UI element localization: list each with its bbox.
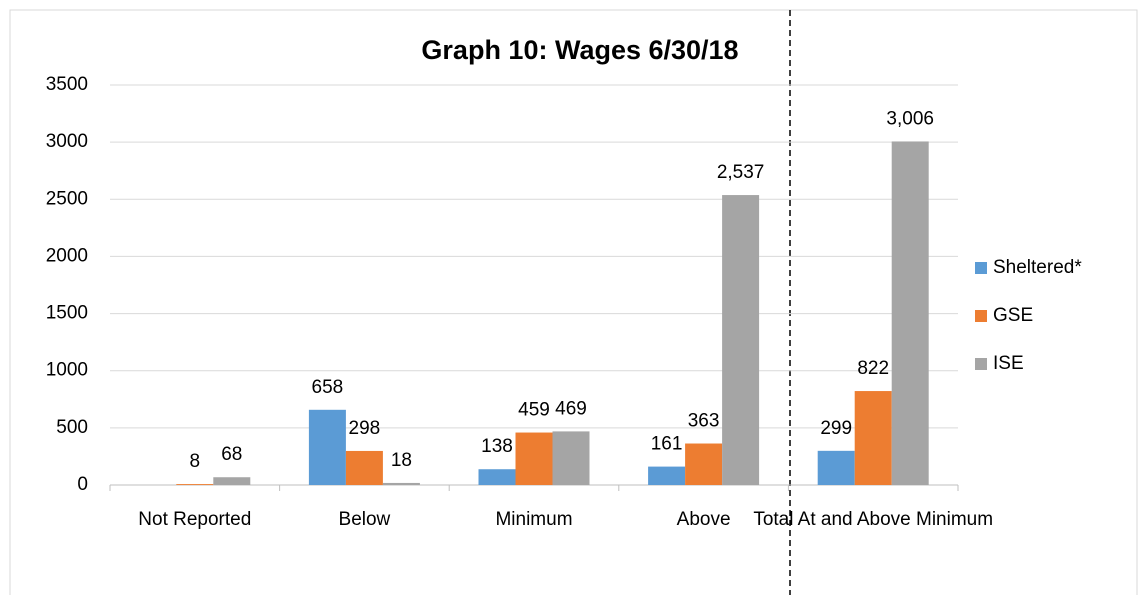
data-label: 2,537 bbox=[717, 162, 765, 183]
y-tick-label: 1500 bbox=[46, 303, 88, 324]
legend-label: ISE bbox=[993, 353, 1024, 374]
bar bbox=[213, 477, 251, 485]
legend-label: Sheltered* bbox=[993, 257, 1082, 278]
y-tick-label: 2500 bbox=[46, 188, 88, 209]
chart-title: Graph 10: Wages 6/30/18 bbox=[421, 35, 738, 65]
data-label: 18 bbox=[391, 450, 412, 471]
bar bbox=[382, 482, 420, 485]
bar bbox=[648, 466, 686, 485]
x-tick-label: Above bbox=[677, 509, 731, 530]
bar bbox=[722, 195, 760, 486]
data-label: 298 bbox=[349, 418, 381, 439]
x-tick-label: Total At and Above Minimum bbox=[753, 509, 993, 530]
legend-swatch bbox=[975, 358, 987, 370]
y-tick-label: 1000 bbox=[46, 360, 88, 381]
bar bbox=[176, 484, 214, 485]
data-label: 459 bbox=[518, 400, 550, 421]
bar bbox=[685, 443, 723, 485]
y-tick-label: 3000 bbox=[46, 131, 88, 152]
y-tick-label: 0 bbox=[77, 474, 88, 495]
data-label: 299 bbox=[820, 418, 852, 439]
y-tick-label: 500 bbox=[56, 417, 88, 438]
chart-frame bbox=[9, 9, 1138, 595]
x-tick-label: Below bbox=[339, 509, 391, 530]
data-label: 138 bbox=[481, 436, 513, 457]
legend-label: GSE bbox=[993, 305, 1033, 326]
data-label: 161 bbox=[651, 434, 683, 455]
data-label: 68 bbox=[221, 444, 242, 465]
data-label: 8 bbox=[190, 451, 201, 472]
bar bbox=[478, 469, 516, 485]
x-tick-label: Minimum bbox=[495, 509, 572, 530]
bar bbox=[308, 409, 346, 485]
data-label: 658 bbox=[312, 377, 344, 398]
bar bbox=[345, 450, 383, 485]
bar bbox=[552, 431, 590, 485]
x-tick-label: Not Reported bbox=[138, 509, 251, 530]
bar bbox=[515, 432, 553, 485]
data-label: 822 bbox=[857, 358, 889, 379]
legend-swatch bbox=[975, 262, 987, 274]
y-tick-label: 2000 bbox=[46, 245, 88, 266]
data-label: 469 bbox=[555, 398, 587, 419]
data-label: 363 bbox=[688, 411, 720, 432]
data-label: 3,006 bbox=[886, 108, 934, 129]
bar bbox=[891, 141, 929, 485]
y-tick-label: 3500 bbox=[46, 74, 88, 95]
bar bbox=[817, 450, 855, 485]
legend-swatch bbox=[975, 310, 987, 322]
bar bbox=[854, 391, 892, 485]
